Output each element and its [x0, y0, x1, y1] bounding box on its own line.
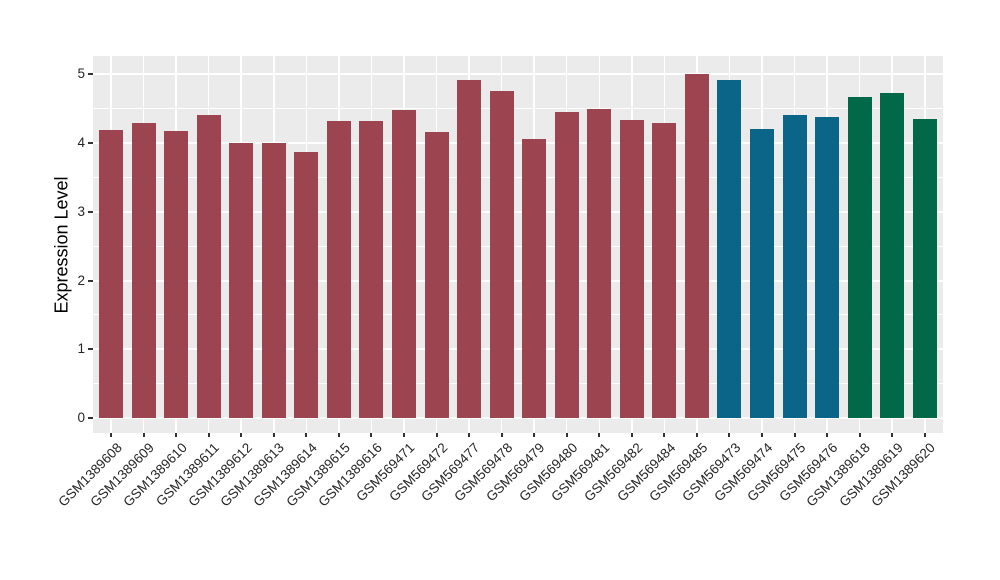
bar	[229, 143, 254, 419]
x-axis-tick	[468, 433, 471, 437]
bar	[684, 73, 709, 419]
gridline-minor	[93, 245, 943, 247]
x-axis-tick	[826, 433, 829, 437]
x-axis-tick	[337, 433, 340, 437]
bar	[326, 120, 351, 419]
gridline-minor	[93, 314, 943, 316]
bar	[99, 130, 123, 419]
bar	[717, 80, 742, 419]
x-axis-tick	[663, 433, 666, 437]
y-axis-tick	[88, 348, 93, 351]
gridline-major	[93, 210, 943, 213]
y-axis-tick-label: 5	[77, 65, 85, 81]
x-axis-tick	[402, 433, 405, 437]
x-axis-tick	[240, 433, 243, 437]
x-axis-tick	[305, 433, 308, 437]
bar	[131, 122, 156, 419]
bar	[554, 112, 579, 419]
bar	[164, 130, 189, 419]
gridline-major	[93, 72, 943, 75]
y-axis-tick	[88, 210, 93, 213]
y-axis-tick	[88, 72, 93, 75]
bar	[261, 143, 286, 419]
gridline-minor	[93, 176, 943, 178]
gridline-minor	[93, 383, 943, 385]
y-axis-tick-label: 2	[77, 272, 85, 288]
x-axis-tick	[272, 433, 275, 437]
x-axis-tick	[858, 433, 861, 437]
bar	[522, 139, 547, 419]
bar	[359, 120, 384, 419]
bar	[457, 80, 482, 419]
x-axis-tick	[695, 433, 698, 437]
x-axis-tick	[891, 433, 894, 437]
x-axis-tick	[565, 433, 568, 437]
x-axis-tick	[598, 433, 601, 437]
x-axis-tick	[110, 433, 112, 437]
bar	[880, 93, 905, 419]
gridline-major	[93, 417, 943, 420]
bar	[912, 119, 937, 419]
y-axis-tick	[88, 279, 93, 282]
bar	[782, 115, 807, 419]
y-axis-tick-label: 0	[77, 410, 85, 426]
y-axis-tick	[88, 417, 93, 420]
bar	[424, 132, 449, 419]
x-axis-tick	[630, 433, 633, 437]
x-axis-tick	[793, 433, 796, 437]
x-axis-tick	[761, 433, 763, 437]
x-axis-tick	[500, 433, 503, 437]
y-axis-tick-label: 4	[77, 134, 85, 150]
x-axis-tick	[435, 433, 438, 437]
x-axis-tick	[370, 433, 373, 437]
x-axis-tick	[175, 433, 178, 437]
x-axis-tick	[207, 433, 210, 437]
y-axis-tick	[88, 141, 93, 144]
bar	[391, 110, 416, 419]
x-axis-tick	[923, 433, 926, 437]
x-axis-tick	[142, 433, 145, 437]
bar	[847, 96, 872, 419]
bar	[196, 115, 221, 419]
gridline-major	[93, 348, 943, 351]
x-axis-tick	[533, 433, 536, 437]
y-axis-tick-label: 1	[77, 341, 85, 357]
y-axis-title: Expression Level	[51, 175, 72, 314]
gridline-major	[93, 279, 943, 282]
bar	[750, 128, 774, 419]
gridline-major	[93, 141, 943, 144]
bar	[815, 117, 840, 419]
y-axis-tick-label: 3	[77, 203, 85, 219]
bar	[294, 151, 319, 419]
x-axis-tick	[728, 433, 731, 437]
bar	[587, 108, 612, 419]
bar	[619, 119, 644, 419]
bar	[652, 122, 677, 419]
plot-panel	[93, 56, 943, 433]
bar	[489, 91, 514, 419]
gridline-minor	[93, 107, 943, 109]
